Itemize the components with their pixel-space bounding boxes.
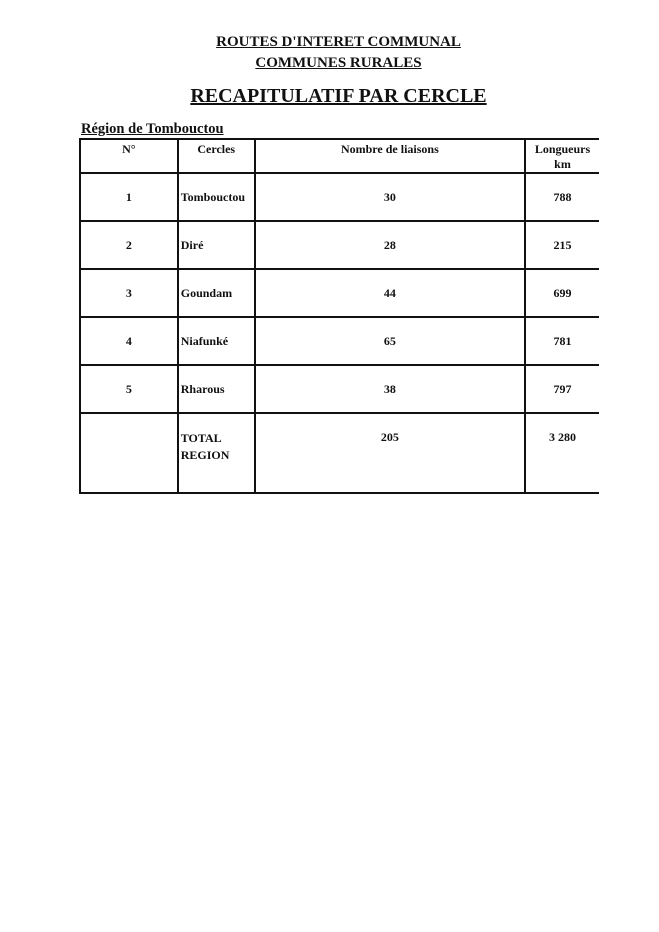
doc-heading-1: ROUTES D'INTERET COMMUNAL	[216, 34, 461, 50]
cell-cercle: Tombouctou	[176, 172, 256, 222]
table-header-row: N° Cercles Nombre de liaisons Longueurs k…	[79, 138, 599, 174]
total-label-line1: TOTAL	[180, 431, 222, 445]
table-row: 2 Diré 28 215	[79, 220, 599, 270]
table-row: 1 Tombouctou 30 788	[79, 172, 599, 222]
table-row: 3 Goundam 44 699	[79, 268, 599, 318]
cell-liaisons: 38	[253, 364, 527, 414]
cell-longueur: 699	[524, 268, 599, 318]
col-header-n: N°	[79, 138, 179, 174]
cell-liaisons: 65	[253, 316, 527, 366]
total-label-line2: REGION	[180, 448, 230, 462]
cell-n: 4	[79, 316, 179, 366]
cell-n: 5	[79, 364, 179, 414]
cell-n: 1	[79, 172, 179, 222]
cell-longueur: 797	[524, 364, 599, 414]
col-header-cercles: Cercles	[176, 138, 256, 174]
total-n	[79, 412, 179, 494]
cell-cercle: Rharous	[176, 364, 256, 414]
cell-cercle: Goundam	[176, 268, 256, 318]
doc-heading-2: COMMUNES RURALES	[255, 55, 422, 71]
total-row: TOTAL REGION 205 3 280	[79, 412, 599, 494]
cell-liaisons: 28	[253, 220, 527, 270]
region-label: Région de Tombouctou	[81, 121, 224, 137]
col-header-longueurs: Longueurs km	[524, 138, 599, 174]
total-liaisons: 205	[253, 412, 527, 494]
page-title: RECAPITULATIF PAR CERCLE	[190, 85, 487, 107]
cell-liaisons: 44	[253, 268, 527, 318]
cell-liaisons: 30	[253, 172, 527, 222]
cell-cercle: Diré	[176, 220, 256, 270]
cell-longueur: 215	[524, 220, 599, 270]
cell-n: 3	[79, 268, 179, 318]
col-header-liaisons: Nombre de liaisons	[253, 138, 527, 174]
col-header-longueurs-unit: km	[554, 157, 571, 171]
total-label: TOTAL REGION	[176, 412, 256, 494]
col-header-longueurs-line1: Longueurs	[534, 142, 591, 156]
cell-longueur: 788	[524, 172, 599, 222]
cell-n: 2	[79, 220, 179, 270]
total-longueur: 3 280	[524, 412, 599, 494]
cell-longueur: 781	[524, 316, 599, 366]
summary-table: N° Cercles Nombre de liaisons Longueurs k…	[79, 138, 599, 494]
table-row: 5 Rharous 38 797	[79, 364, 599, 414]
table-row: 4 Niafunké 65 781	[79, 316, 599, 366]
cell-cercle: Niafunké	[176, 316, 256, 366]
